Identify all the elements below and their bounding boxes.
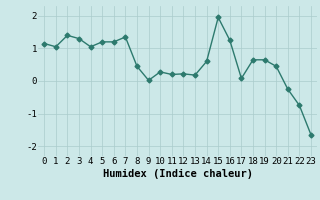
X-axis label: Humidex (Indice chaleur): Humidex (Indice chaleur) (103, 169, 252, 179)
